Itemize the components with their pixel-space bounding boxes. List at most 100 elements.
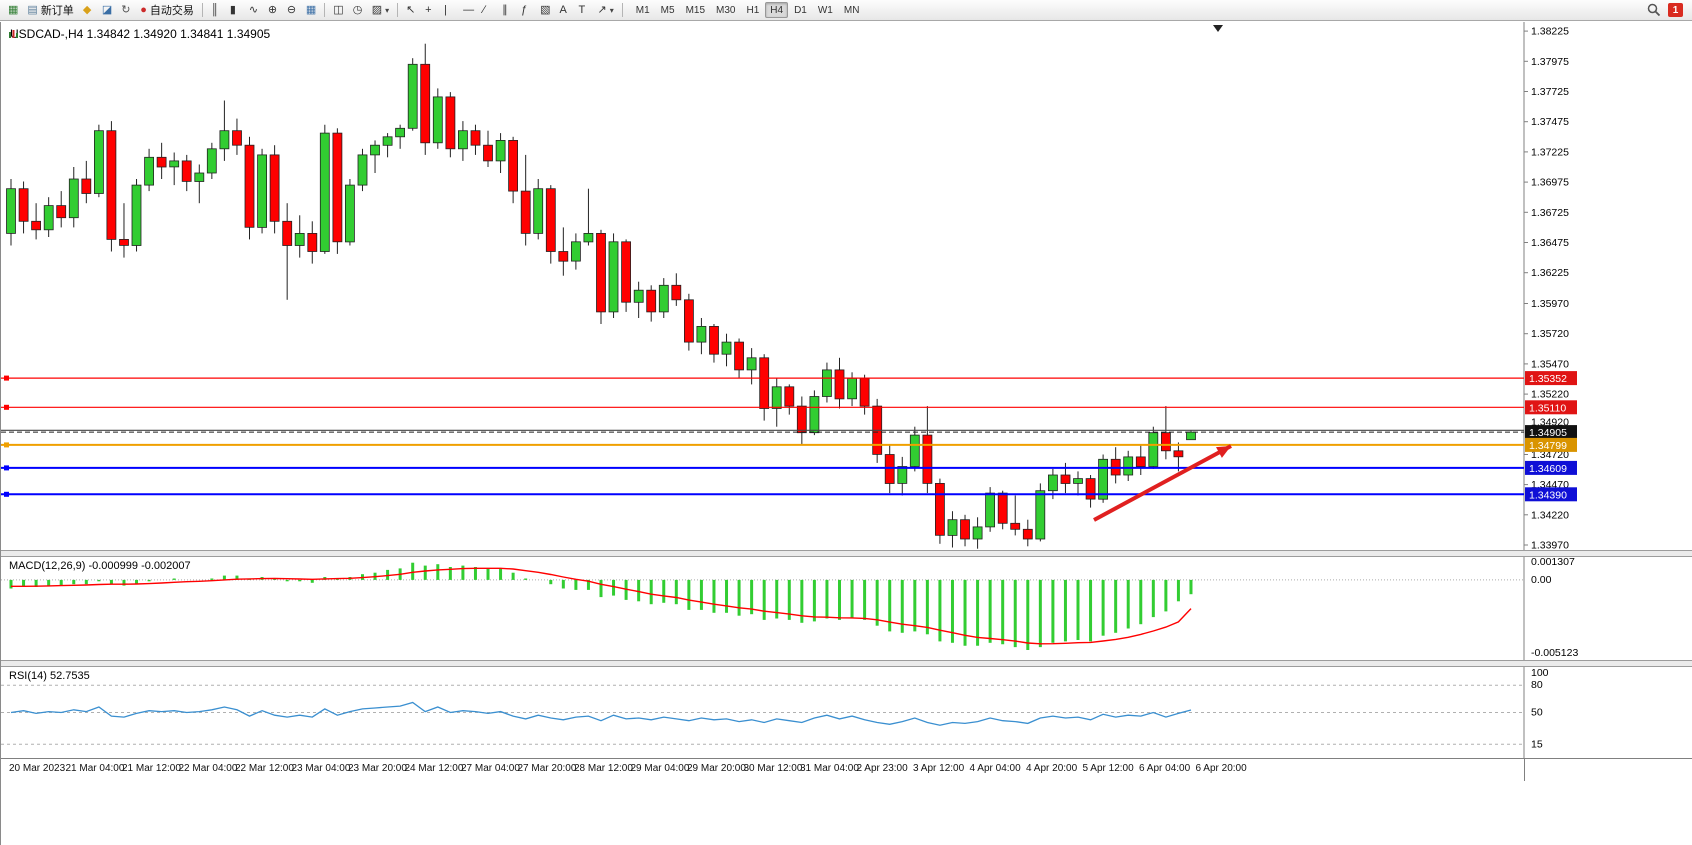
time-label: 23 Mar 20:00 [348, 763, 407, 774]
svg-text:1.35110: 1.35110 [1529, 402, 1566, 414]
arrows-tool-button-icon: ↗ [597, 3, 607, 16]
tile-windows-button[interactable]: ▦ [302, 2, 320, 19]
svg-text:1.38225: 1.38225 [1531, 26, 1569, 38]
line-mode-button-icon: ∿ [248, 3, 259, 16]
timeframe-d1-button[interactable]: D1 [794, 4, 807, 16]
timeframe-m30-button[interactable]: M30 [716, 4, 736, 16]
svg-text:1.34390: 1.34390 [1529, 489, 1567, 501]
timeframe-group: M1 M5 M15 M30 H1 H4 D1 W1 MN [631, 2, 865, 18]
arrows-tool-button-caret: ▾ [609, 5, 614, 15]
line-mode-button[interactable]: ∿ [245, 2, 263, 19]
channel-tool-button[interactable]: ∥ [498, 2, 516, 19]
tile-windows-button-icon: ▦ [305, 3, 317, 16]
panel-divider[interactable] [1, 550, 1692, 557]
zoom-out-button[interactable]: ⊖ [283, 2, 301, 19]
text-label-tool-button-icon: T [578, 3, 586, 16]
hline-1.35352[interactable]: 1.35352 [1, 371, 1577, 386]
hline-1.35110[interactable]: 1.35110 [1, 400, 1577, 415]
refresh-button[interactable]: ↻ [117, 2, 135, 19]
fibonacci-tool-button-icon: ƒ [521, 3, 528, 16]
time-label: 27 Mar 04:00 [461, 763, 520, 774]
time-label: 3 Apr 12:00 [913, 763, 965, 774]
svg-text:1.35720: 1.35720 [1531, 328, 1569, 340]
candlestick-series [6, 43, 1196, 549]
chart-ohlc-title: USDCAD-,H4 1.34842 1.34920 1.34841 1.349… [8, 27, 273, 41]
search-icon[interactable] [1647, 3, 1661, 17]
timeframe-m5-button[interactable]: M5 [660, 4, 675, 16]
bars-mode-button[interactable]: ║ [207, 2, 225, 19]
svg-text:1.37975: 1.37975 [1531, 56, 1569, 68]
templates-button[interactable]: ▨ ▾ [368, 2, 393, 19]
zoom-out-button-icon: ⊖ [286, 3, 297, 16]
time-label: 22 Mar 04:00 [178, 763, 238, 774]
auto-trading-button[interactable]: ● 自动交易 [136, 2, 198, 19]
svg-text:100: 100 [1531, 667, 1549, 679]
macd-panel[interactable]: 0.001307 0.00 -0.005123 [1, 557, 1692, 660]
new-order-button[interactable]: ▤ 新订单 [23, 2, 77, 19]
time-label: 5 Apr 12:00 [1082, 763, 1134, 774]
trend-arrow[interactable] [1093, 444, 1232, 522]
time-label: 29 Mar 04:00 [630, 763, 690, 774]
navigator-button[interactable]: ◪ [98, 2, 116, 19]
svg-text:1.37475: 1.37475 [1531, 116, 1569, 128]
main-chart-canvas[interactable]: 1.38225 1.37975 1.37725 1.37475 1.37225 1.369… [1, 22, 1692, 550]
vertical-line-tool-button[interactable]: | [440, 2, 458, 19]
svg-text:1.33970: 1.33970 [1531, 540, 1569, 551]
zoom-in-button[interactable]: ⊕ [264, 2, 282, 19]
candles-mode-button[interactable]: ▮ [226, 2, 244, 19]
time-label: 6 Apr 04:00 [1139, 763, 1191, 774]
timeframe-w1-button[interactable]: W1 [817, 4, 833, 16]
time-axis[interactable]: 20 Mar 2023 21 Mar 04:00 21 Mar 12:00 22 Ma… [1, 758, 1692, 781]
timeframe-mn-button[interactable]: MN [843, 4, 860, 16]
axis-separator-line [1524, 758, 1525, 781]
market-watch-button-icon: ◆ [82, 3, 92, 16]
new-order-button-icon: ▤ [27, 3, 38, 16]
timeframe-m1-button[interactable]: M1 [635, 4, 650, 16]
time-label: 23 Mar 04:00 [291, 763, 351, 774]
auto-trading-button-icon: ● [140, 3, 147, 16]
time-label: 21 Mar 04:00 [65, 763, 125, 774]
hline-1.34920[interactable]: 1.34920 [1, 416, 1569, 431]
timeframe-m15-button[interactable]: M15 [685, 4, 706, 16]
market-watch-button[interactable]: ◆ [79, 2, 97, 19]
hline-1.34609[interactable]: 1.34609 [1, 460, 1577, 475]
text-tool-button[interactable]: A [556, 2, 574, 19]
text-label-tool-button[interactable]: T [575, 2, 593, 19]
trendline-tool-button[interactable]: ∕ [479, 2, 497, 19]
macd-axis[interactable]: 0.001307 0.00 -0.005123 [1523, 557, 1578, 660]
bars-mode-button-icon: ║ [210, 3, 219, 16]
macd-indicator-label: MACD(12,26,9) -0.000999 -0.002007 [9, 560, 191, 572]
svg-text:1.36225: 1.36225 [1531, 267, 1569, 279]
period-clock-button[interactable]: ◷ [349, 2, 367, 19]
bottom-strip [1, 781, 1692, 845]
vertical-line-tool-button-icon: | [444, 3, 447, 16]
horizontal-line-tool-button[interactable]: — [459, 2, 478, 19]
panel-divider[interactable] [1, 660, 1692, 667]
arrows-tool-button[interactable]: ↗ ▾ [594, 2, 618, 19]
hline-1.34799[interactable]: 1.34799 [1, 437, 1577, 452]
chart-icon [9, 29, 18, 38]
notification-badge[interactable]: 1 [1668, 3, 1683, 17]
crosshair-tool-button[interactable]: + [421, 2, 439, 19]
templates-button-caret: ▾ [385, 5, 390, 15]
toolbar-separator [397, 3, 399, 17]
toolbar-right: 1 [1647, 3, 1688, 17]
timeframe-h1-button[interactable]: H1 [746, 4, 760, 16]
chart-title-text: USDCAD-,H4 1.34842 1.34920 1.34841 1.349… [10, 27, 271, 41]
hline-1.34905[interactable]: 1.34905 [1, 425, 1577, 440]
hline-1.34390[interactable]: 1.34390 [1, 487, 1577, 502]
cursor-tool-button[interactable]: ↖ [402, 2, 420, 19]
horizontal-line-tool-button-icon: — [463, 3, 475, 16]
chart-shift-marker[interactable] [1213, 25, 1223, 32]
shapes-tool-button[interactable]: ▧ [536, 2, 554, 19]
arrange-windows-button[interactable]: ◫ [329, 2, 347, 19]
time-label: 24 Mar 12:00 [404, 763, 464, 774]
toolbar: ▦ ▤ 新订单 ◆ ◪ ↻ ● 自动交易 ║ ▮ ∿ ⊕ ⊖ ▦ ◫ ◷ ▨ ▾ ↖ + | — ∕ ∥ ƒ ▧ A T ↗ ▾ M1 M5 M… [0, 0, 1692, 21]
time-label: 28 Mar 12:00 [574, 763, 633, 774]
new-chart-button[interactable]: ▦ [4, 2, 22, 19]
timeframe-h4-button[interactable]: H4 [765, 2, 789, 18]
fibonacci-tool-button[interactable]: ƒ [517, 2, 535, 19]
